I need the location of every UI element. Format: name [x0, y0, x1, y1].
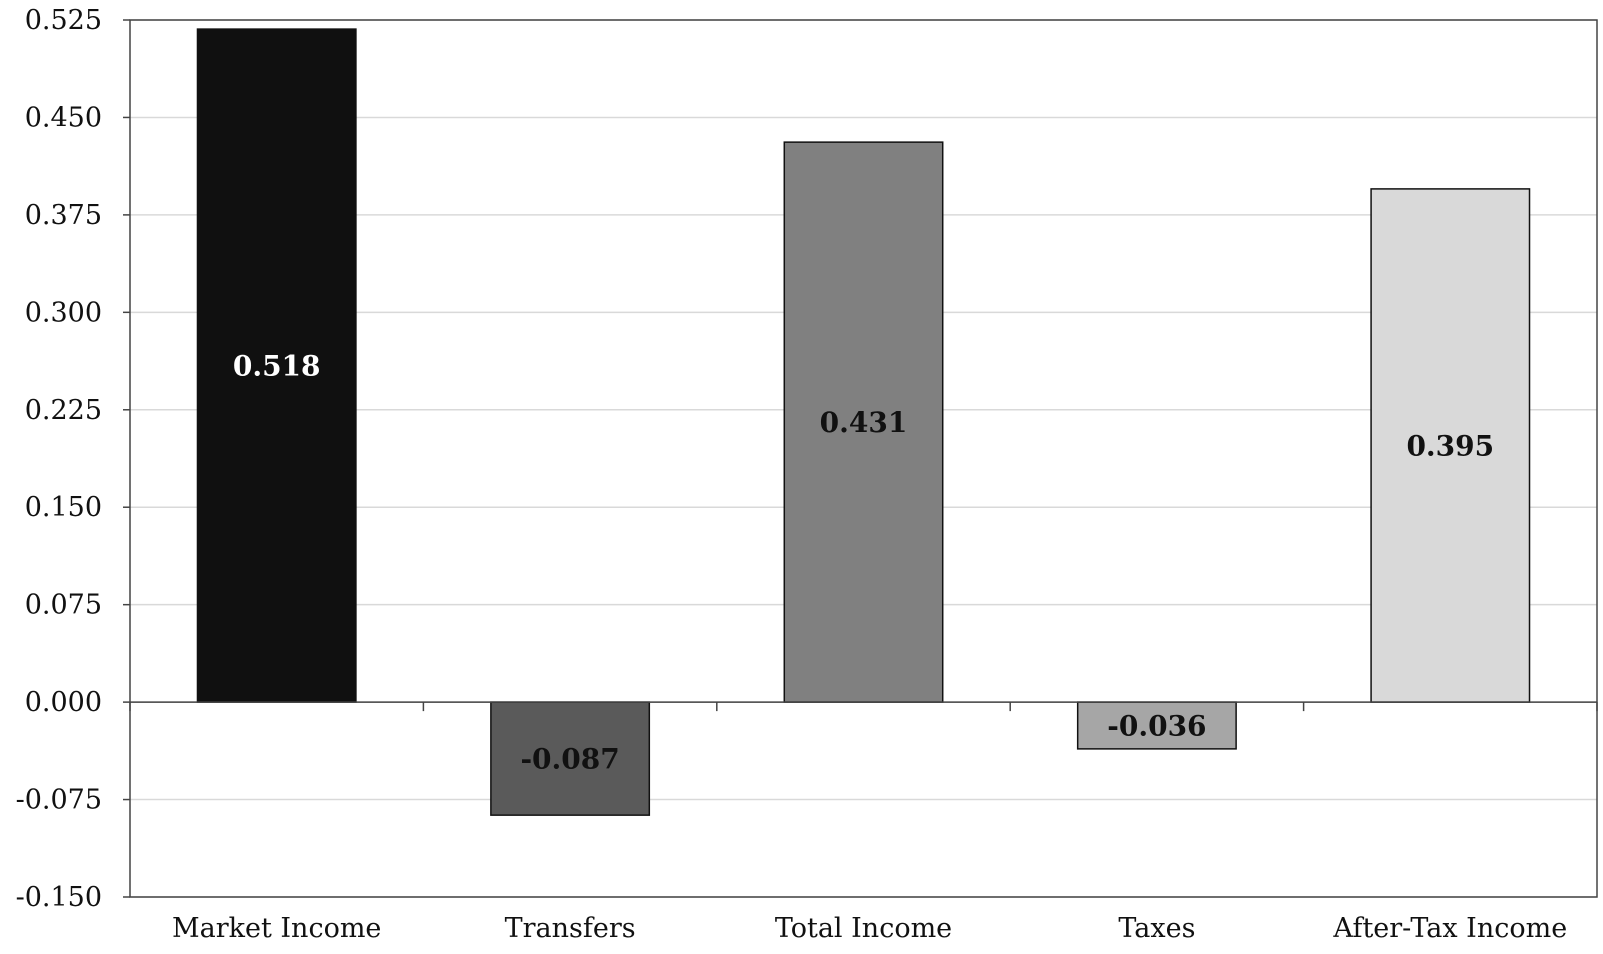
data-label: 0.431 — [820, 406, 908, 439]
bar-after-tax-income — [1370, 188, 1531, 703]
plot-frame — [129, 19, 1598, 898]
bar-taxes — [1076, 701, 1237, 750]
y-tick-label: 0.075 — [25, 590, 102, 621]
y-tick-label: 0.000 — [25, 687, 102, 718]
data-label: -0.036 — [1107, 709, 1206, 742]
x-category-label: Taxes — [1118, 913, 1195, 944]
y-tick-label: 0.300 — [25, 297, 102, 328]
axes — [123, 19, 1598, 898]
x-category-label: Total Income — [775, 913, 952, 944]
y-tick-label: -0.075 — [16, 785, 102, 816]
y-tick-label: 0.450 — [25, 102, 102, 133]
bar-transfers — [490, 701, 651, 816]
data-label: 0.395 — [1406, 430, 1494, 463]
x-category-label: After-Tax Income — [1332, 913, 1567, 944]
y-tick-label: -0.150 — [16, 882, 102, 913]
data-label: -0.087 — [520, 743, 619, 776]
data-label: 0.518 — [233, 350, 321, 383]
bar-market-income — [196, 28, 357, 703]
y-tick-label: 0.375 — [25, 200, 102, 231]
x-category-label: Transfers — [505, 913, 636, 944]
x-category-label: Market Income — [172, 913, 381, 944]
y-tick-label: 0.525 — [25, 5, 102, 36]
y-tick-label: 0.225 — [25, 395, 102, 426]
labels: 0.525 0.450 0.375 0.300 0.225 0.150 0.075 0.000… — [16, 5, 1568, 944]
y-tick-label: 0.150 — [25, 492, 102, 523]
